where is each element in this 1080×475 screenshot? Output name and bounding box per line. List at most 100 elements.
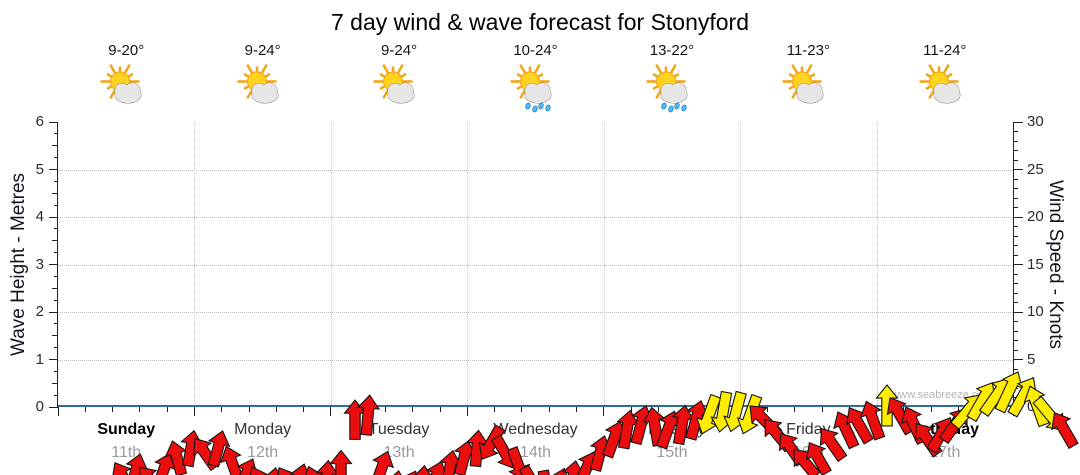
right-axis-minor-tick bbox=[1014, 254, 1018, 256]
x-axis-date-label: 12th bbox=[247, 444, 279, 461]
left-axis-minor-tick bbox=[54, 252, 58, 254]
left-axis-minor-tick bbox=[54, 133, 58, 135]
rain-drop-icon bbox=[668, 105, 674, 113]
left-axis-title: Wave Height - Metres bbox=[8, 173, 29, 357]
sun-ray bbox=[942, 63, 950, 75]
x-axis-minor-tick bbox=[439, 407, 441, 412]
x-axis-minor-tick bbox=[657, 407, 659, 412]
x-axis-day-tick bbox=[57, 407, 59, 416]
wind-arrow bbox=[806, 441, 832, 475]
right-axis-minor-tick bbox=[1014, 292, 1018, 294]
x-axis-minor-tick bbox=[412, 407, 414, 412]
left-axis-tick-label: 6 bbox=[35, 113, 44, 130]
sun-ray bbox=[109, 63, 117, 75]
left-axis-tick bbox=[49, 169, 58, 170]
wind-arrow bbox=[819, 427, 848, 463]
h-gridline bbox=[58, 312, 1013, 313]
weather-icon-holder bbox=[782, 63, 834, 121]
sun-ray bbox=[396, 63, 404, 75]
left-axis-tick bbox=[49, 359, 58, 360]
temp-range-label: 10-24° bbox=[513, 42, 558, 59]
x-axis-minor-tick bbox=[221, 407, 223, 412]
sun-ray bbox=[652, 84, 659, 91]
sun-ray bbox=[515, 72, 523, 79]
cloud-shape bbox=[398, 83, 414, 98]
rain-drop-icon bbox=[544, 104, 551, 112]
wind-arrow bbox=[561, 459, 585, 475]
cloud-shape bbox=[261, 83, 277, 98]
right-axis-tick-label: 5 bbox=[1027, 350, 1036, 368]
left-axis-minor-tick bbox=[52, 240, 58, 242]
left-axis-tick bbox=[49, 406, 58, 408]
wind-arrow bbox=[302, 465, 326, 475]
wind-arrow bbox=[534, 469, 558, 475]
left-axis-tick-label: 2 bbox=[35, 303, 44, 320]
x-axis-day-label: Friday bbox=[786, 421, 831, 438]
right-axis-minor-tick bbox=[1014, 188, 1018, 189]
weather-icon-holder bbox=[100, 63, 152, 121]
left-axis-tick bbox=[49, 216, 58, 218]
x-axis-minor-tick bbox=[166, 407, 168, 412]
right-axis-tick bbox=[1014, 264, 1023, 265]
h-gridline bbox=[58, 169, 1013, 171]
cloud-shape bbox=[670, 83, 686, 98]
rain-drop-icon bbox=[531, 105, 538, 113]
v-gridline bbox=[876, 122, 878, 407]
cloud-shape bbox=[125, 83, 141, 98]
sun-ray bbox=[673, 72, 680, 79]
right-axis-tick-label: 0 bbox=[1027, 398, 1036, 415]
left-axis-minor-tick bbox=[54, 180, 58, 182]
sun-ray bbox=[536, 72, 544, 79]
wind-arrow bbox=[111, 461, 137, 475]
x-axis-minor-tick bbox=[303, 407, 305, 412]
x-axis-date-label: 13th bbox=[383, 444, 415, 461]
wave-height-zero-line bbox=[58, 405, 1013, 407]
left-axis-tick-label: 1 bbox=[35, 350, 44, 368]
right-axis-minor-tick bbox=[1014, 197, 1018, 199]
sun-ray bbox=[669, 63, 677, 75]
left-axis-minor-tick bbox=[54, 370, 58, 372]
temp-range-label: 9-20° bbox=[108, 42, 145, 59]
sun-cloud-icon bbox=[237, 63, 279, 104]
left-axis-minor-tick bbox=[54, 228, 58, 230]
h-gridline bbox=[58, 217, 1013, 218]
sun-ray bbox=[791, 63, 799, 75]
x-axis-day-label: Monday bbox=[234, 421, 292, 438]
wind-arrow bbox=[219, 445, 244, 475]
temp-range-label: 11-24° bbox=[923, 42, 967, 59]
sun-ray bbox=[532, 63, 541, 75]
left-axis-minor-tick bbox=[54, 299, 58, 301]
left-axis-minor-tick bbox=[54, 394, 58, 396]
wind-arrow-layer bbox=[111, 371, 1079, 475]
left-axis-minor-tick bbox=[54, 275, 58, 277]
sun-ray bbox=[809, 72, 816, 79]
left-axis-minor-tick bbox=[52, 335, 58, 337]
x-axis-minor-tick bbox=[766, 407, 768, 412]
right-axis-tick-label: 10 bbox=[1027, 303, 1044, 320]
rain-drop-icon bbox=[674, 102, 680, 110]
v-gridline bbox=[603, 122, 605, 407]
wind-arrow bbox=[886, 397, 916, 436]
left-axis-minor-tick bbox=[54, 323, 58, 325]
x-axis-minor-tick bbox=[248, 407, 250, 412]
right-axis-minor-tick bbox=[1014, 131, 1018, 132]
left-axis-minor-tick bbox=[52, 192, 58, 194]
sun-cloud-rain-icon bbox=[510, 63, 551, 113]
weather-icon-holder bbox=[237, 63, 289, 121]
x-axis-minor-tick bbox=[575, 407, 577, 412]
left-axis-minor-tick bbox=[52, 382, 58, 384]
right-axis-minor-tick bbox=[1014, 349, 1018, 351]
left-axis-tick bbox=[49, 121, 58, 123]
sun-cloud-rain-icon bbox=[646, 63, 688, 113]
sun-ray bbox=[382, 63, 390, 75]
sun-ray bbox=[245, 63, 254, 75]
x-axis-minor-tick bbox=[794, 407, 796, 412]
h-gridline bbox=[58, 359, 1013, 361]
cloud-shape bbox=[943, 83, 959, 98]
right-axis-minor-tick bbox=[1014, 235, 1018, 237]
wind-arrow bbox=[370, 450, 395, 475]
left-axis-minor-tick bbox=[52, 145, 58, 147]
x-axis-minor-tick bbox=[494, 407, 496, 412]
wind-arrow bbox=[356, 394, 381, 436]
